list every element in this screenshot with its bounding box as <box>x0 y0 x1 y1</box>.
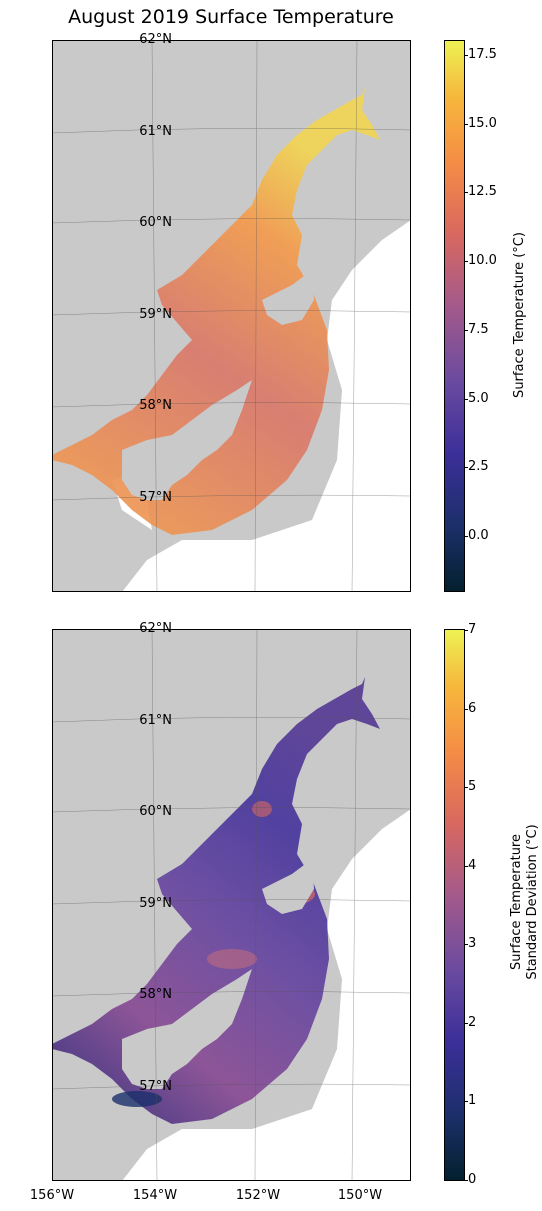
colorbar-tick-mark <box>464 261 468 262</box>
colorbar-tick-label: 4 <box>468 857 477 873</box>
temperature-field <box>52 88 380 535</box>
colorbar-tick-mark <box>464 398 468 400</box>
colorbar-tick-label: 2 <box>468 1014 477 1030</box>
temperature-map-canvas <box>52 40 411 592</box>
temperature-colorbar-label: Surface Temperature (°C) <box>512 232 527 398</box>
kodiak-island <box>122 380 252 500</box>
colorbar-tick-label: 15.0 <box>468 115 497 131</box>
colorbar-tick-mark <box>464 54 468 56</box>
colorbar-tick-label: 6 <box>468 700 477 716</box>
colorbar-tick-mark <box>464 536 468 537</box>
colorbar-tick-mark <box>464 1101 468 1103</box>
open-ocean <box>122 220 411 592</box>
colorbar-tick-mark <box>464 944 468 946</box>
lat-label: 57°N <box>139 1079 172 1094</box>
colorbar-tick-mark <box>464 787 468 789</box>
colorbar-tick-label: 3 <box>468 936 477 952</box>
colorbar-tick-label: 5.0 <box>468 390 489 406</box>
colorbar-tick-mark <box>464 123 468 125</box>
colorbar-tick-mark <box>464 1180 468 1181</box>
lon-label: 150°W <box>337 1188 383 1203</box>
temperature-colorbar <box>444 40 465 592</box>
colorbar-tick-mark <box>464 1022 468 1024</box>
colorbar-tick-label: 7 <box>468 622 477 637</box>
temperature-map <box>52 40 411 592</box>
std-deviation-field <box>52 677 380 1124</box>
lat-label: 59°N <box>139 896 172 911</box>
lat-label: 60°N <box>139 804 172 819</box>
colorbar-tick-mark <box>464 630 468 631</box>
std-colorbar-label: Surface Temperature Standard Deviation (… <box>509 802 541 1002</box>
graticule <box>52 40 411 592</box>
lon-label: 152°W <box>235 1188 281 1203</box>
map-title: August 2019 Surface Temperature <box>68 6 394 28</box>
colorbar-tick-label: 1 <box>468 1093 477 1109</box>
lat-label: 58°N <box>139 987 172 1002</box>
std-deviation-colorbar <box>444 629 465 1181</box>
lon-label: 156°W <box>29 1188 75 1203</box>
lat-label: 61°N <box>139 713 172 728</box>
std-colorbar-label-line2: Standard Deviation (°C) <box>525 824 540 980</box>
lat-label: 61°N <box>139 124 172 139</box>
lat-label: 59°N <box>139 307 172 322</box>
colorbar-tick-mark <box>464 708 468 710</box>
colorbar-tick-mark <box>464 329 468 331</box>
lat-label: 60°N <box>139 215 172 230</box>
std-deviation-map <box>52 629 411 1181</box>
colorbar-tick-mark <box>464 865 468 867</box>
lat-label: 58°N <box>139 398 172 413</box>
lon-label: 154°W <box>132 1188 178 1203</box>
colorbar-tick-mark <box>464 192 468 194</box>
colorbar-tick-label: 2.5 <box>468 459 489 475</box>
std-colorbar-label-line1: Surface Temperature <box>509 834 524 971</box>
lat-label: 62°N <box>139 621 172 636</box>
colorbar-tick-label: 5 <box>468 779 477 795</box>
colorbar-tick-label: 12.5 <box>468 184 497 200</box>
colorbar-tick-label: 0 <box>468 1172 477 1187</box>
colorbar-tick-label: 7.5 <box>468 321 489 337</box>
colorbar-tick-label: 17.5 <box>468 46 497 62</box>
colorbar-tick-label: 10.0 <box>468 253 497 268</box>
colorbar-tick-label: 0.0 <box>468 528 489 543</box>
lat-label: 57°N <box>139 490 172 505</box>
std-deviation-map-canvas <box>52 629 411 1181</box>
colorbar-tick-mark <box>464 467 468 469</box>
lat-label: 62°N <box>139 32 172 47</box>
